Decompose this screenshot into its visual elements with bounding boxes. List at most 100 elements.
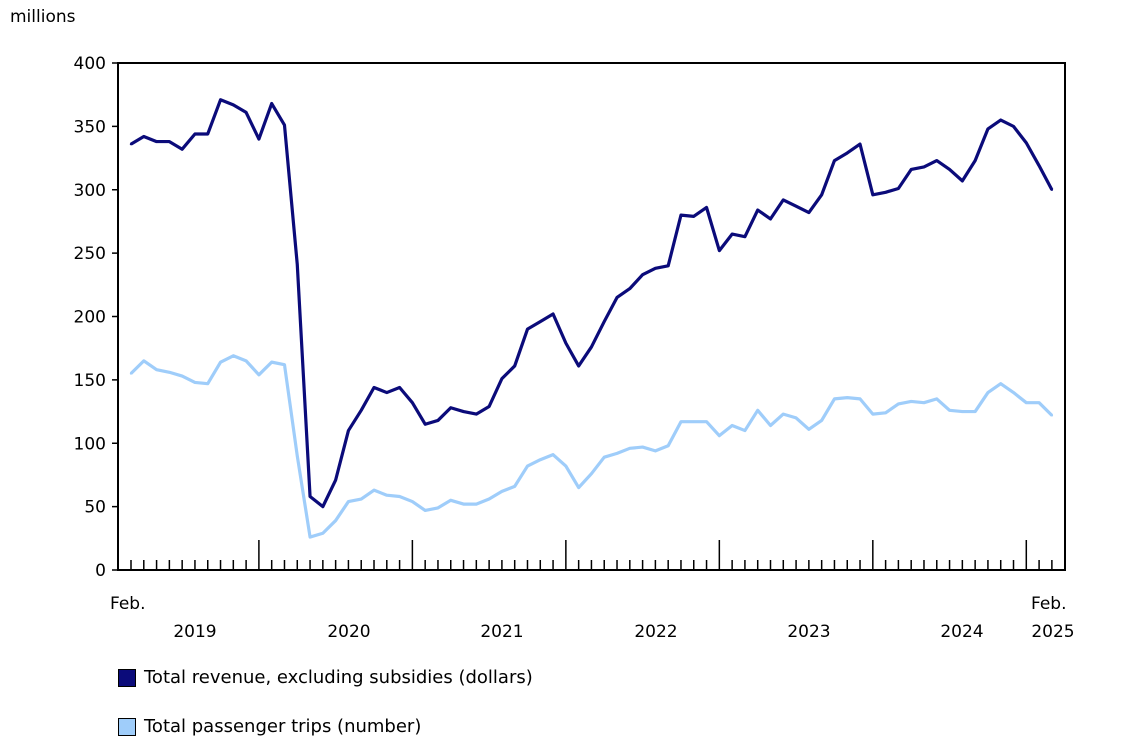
data-point-revenue: [551, 312, 555, 316]
data-point-trips: [871, 412, 875, 416]
data-point-revenue: [1012, 125, 1015, 128]
data-point-trips: [730, 424, 734, 427]
data-point-trips: [513, 485, 516, 488]
data-point-revenue: [462, 410, 465, 413]
data-point-revenue: [411, 401, 414, 404]
data-point-revenue: [129, 142, 133, 146]
y-tick-label: 200: [74, 308, 106, 328]
data-point-trips: [628, 447, 632, 450]
data-point-revenue: [922, 165, 926, 169]
data-point-revenue: [705, 206, 708, 209]
data-point-revenue: [846, 151, 849, 155]
data-point-trips: [411, 500, 414, 503]
data-point-revenue: [155, 140, 158, 143]
x-end-label: Feb.: [1031, 594, 1067, 614]
data-point-revenue: [654, 267, 657, 270]
data-point-trips: [308, 535, 312, 539]
data-point-trips: [935, 397, 938, 401]
legend-swatch-revenue: [118, 668, 136, 687]
data-point-revenue: [321, 505, 325, 508]
data-point-revenue: [500, 377, 504, 380]
data-point-trips: [449, 499, 452, 502]
data-point-revenue: [513, 364, 516, 368]
data-point-revenue: [423, 423, 427, 426]
data-point-revenue: [603, 320, 606, 323]
data-point-trips: [743, 429, 747, 432]
data-point-revenue: [833, 159, 836, 162]
data-point-trips: [334, 519, 337, 522]
y-tick-label: 50: [84, 498, 106, 518]
data-point-revenue: [948, 168, 951, 171]
data-point-trips: [705, 420, 708, 423]
data-point-revenue: [782, 198, 785, 202]
data-point-trips: [858, 397, 862, 401]
data-point-trips: [1025, 401, 1028, 404]
data-point-trips: [1037, 401, 1041, 404]
data-point-trips: [500, 490, 504, 493]
data-point-trips: [679, 420, 683, 423]
y-axis-label: millions: [10, 7, 76, 27]
data-point-trips: [372, 488, 376, 492]
data-point-revenue: [296, 263, 299, 266]
data-point-trips: [961, 410, 964, 413]
data-point-revenue: [1037, 164, 1041, 167]
data-point-revenue: [168, 140, 171, 143]
data-point-trips: [360, 497, 363, 501]
legend-item-trips: Total passenger trips (number): [118, 716, 421, 737]
x-year-label: 2025: [1031, 622, 1074, 642]
x-year-label: 2023: [787, 622, 830, 642]
data-point-revenue: [973, 159, 977, 162]
data-point-trips: [398, 495, 401, 498]
data-point-revenue: [526, 327, 529, 331]
data-point-trips: [232, 354, 235, 357]
data-point-revenue: [257, 137, 261, 141]
data-point-trips: [539, 458, 542, 461]
data-point-trips: [654, 449, 657, 453]
data-point-revenue: [244, 111, 248, 114]
data-point-revenue: [142, 135, 145, 138]
data-point-revenue: [807, 211, 811, 214]
data-point-revenue: [449, 406, 452, 409]
data-point-revenue: [769, 217, 772, 221]
data-point-trips: [769, 424, 772, 427]
data-point-revenue: [398, 386, 401, 389]
data-point-trips: [487, 497, 491, 501]
data-point-revenue: [308, 495, 312, 498]
data-point-trips: [833, 397, 836, 401]
data-point-revenue: [909, 168, 913, 171]
data-point-revenue: [590, 345, 593, 349]
data-point-revenue: [666, 264, 670, 267]
data-point-trips: [756, 409, 759, 412]
data-point-revenue: [1025, 141, 1028, 145]
data-point-trips: [615, 452, 619, 455]
data-point-trips: [206, 382, 209, 385]
data-point-trips: [666, 444, 670, 447]
data-point-revenue: [232, 103, 235, 107]
data-point-revenue: [206, 132, 209, 136]
data-point-trips: [986, 391, 990, 394]
data-point-trips: [193, 381, 197, 384]
legend-label-trips: Total passenger trips (number): [144, 716, 422, 737]
data-point-trips: [168, 371, 171, 374]
legend-label-revenue: Total revenue, excluding subsidies (doll…: [144, 667, 533, 688]
data-point-trips: [436, 506, 440, 510]
data-point-trips: [296, 454, 299, 458]
data-point-trips: [641, 445, 644, 449]
data-point-revenue: [347, 429, 350, 432]
data-point-revenue: [372, 386, 376, 389]
data-point-trips: [603, 455, 606, 459]
y-tick-label: 100: [74, 434, 106, 454]
data-point-revenue: [871, 193, 875, 197]
data-point-trips: [564, 464, 568, 468]
data-point-trips: [475, 502, 478, 506]
data-point-revenue: [820, 193, 823, 197]
data-point-revenue: [385, 391, 388, 394]
data-point-revenue: [180, 147, 184, 151]
data-point-revenue: [360, 409, 363, 412]
data-point-revenue: [679, 213, 683, 217]
data-point-trips: [244, 359, 248, 363]
data-point-trips: [782, 412, 785, 416]
data-point-revenue: [884, 191, 887, 194]
data-point-trips: [590, 472, 593, 475]
